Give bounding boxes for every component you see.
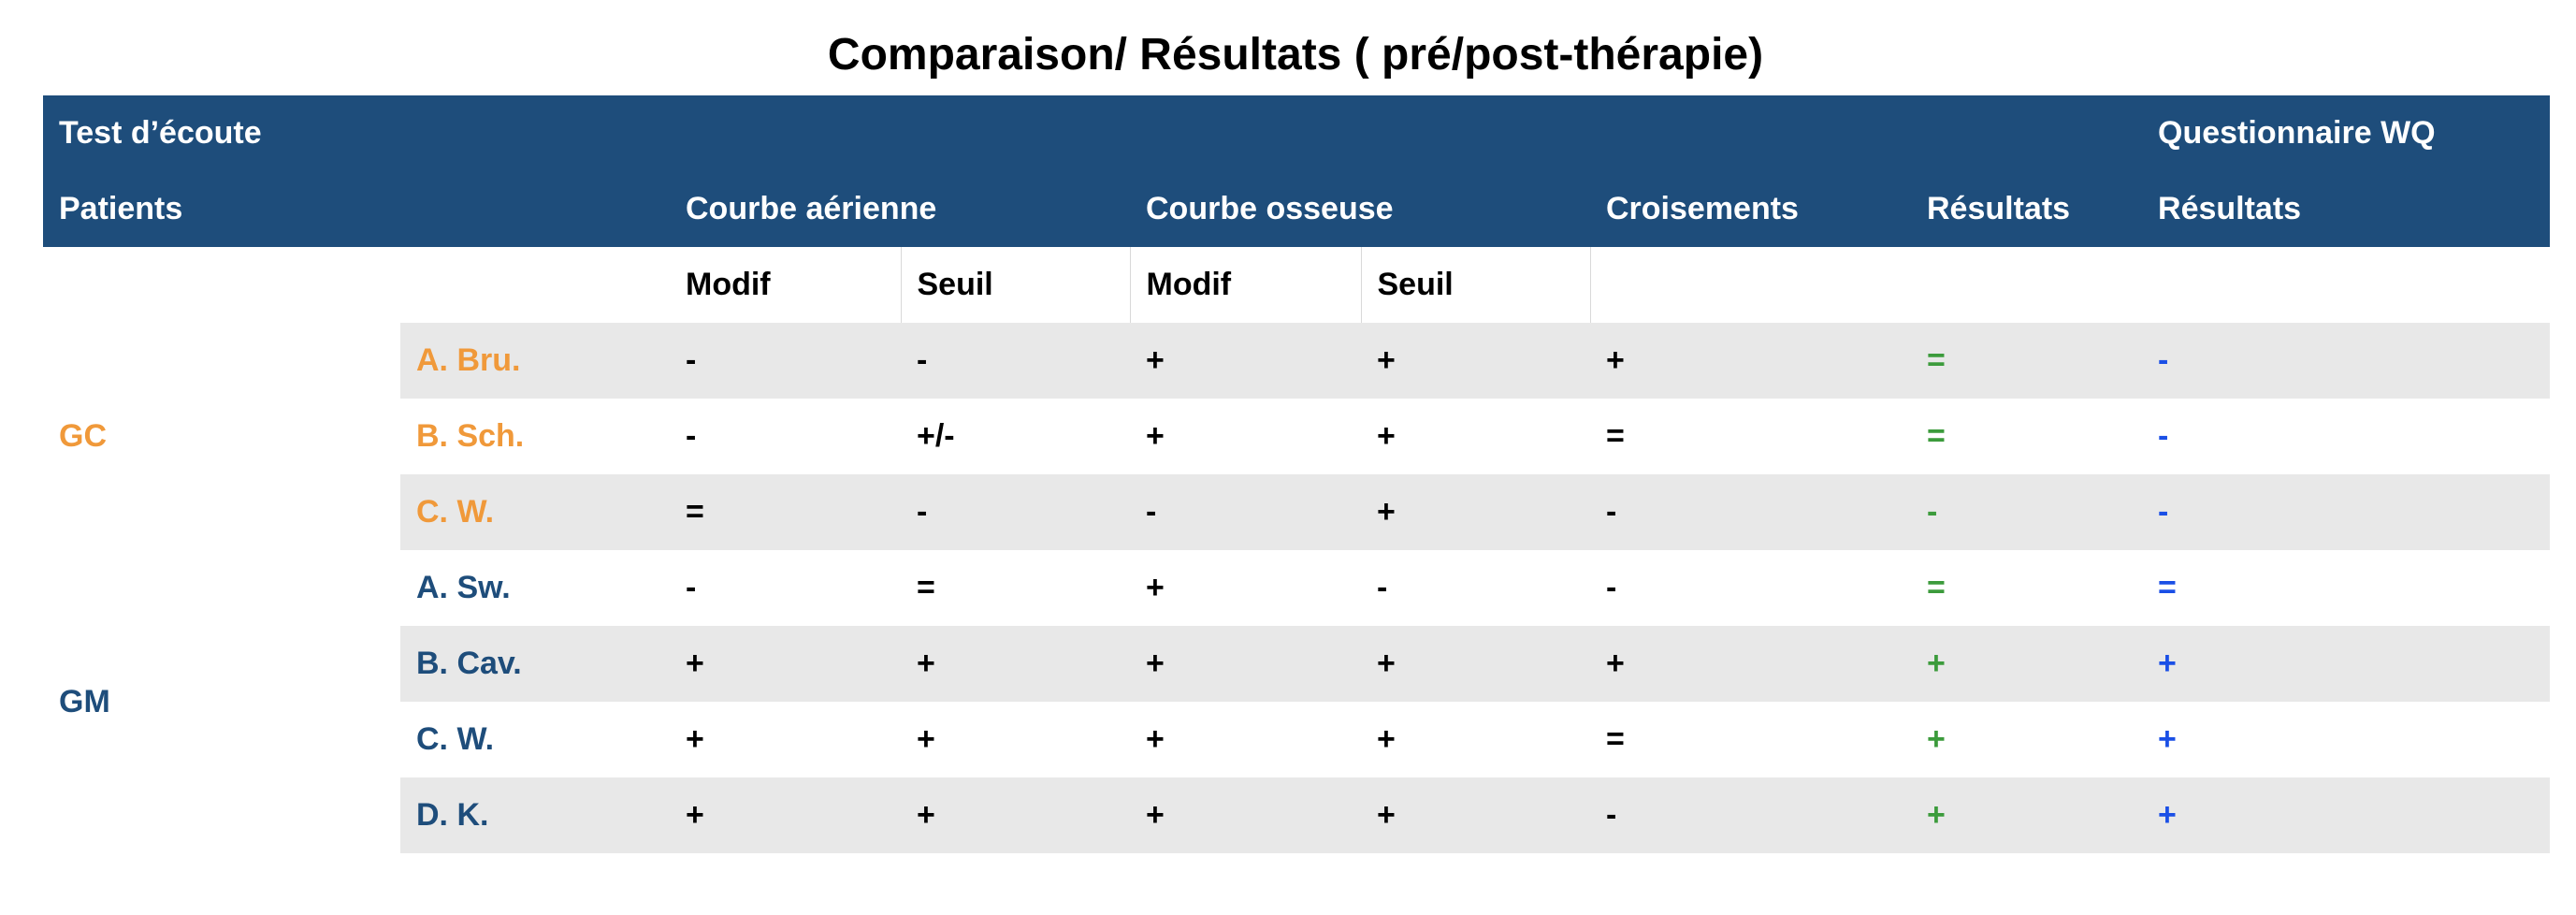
cell-aer-seuil: + — [901, 777, 1130, 853]
subheader-empty — [43, 247, 670, 323]
cell-oss-seuil: + — [1361, 399, 1590, 474]
cell-aer-seuil: +/- — [901, 399, 1130, 474]
cell-aer-modif: - — [670, 399, 901, 474]
cell-aer-modif: + — [670, 702, 901, 777]
cell-croisements: + — [1590, 626, 1911, 702]
cell-resultats: = — [1911, 323, 2143, 399]
table-row: B. Cav. + + + + + + + — [43, 626, 2551, 702]
cell-oss-modif: + — [1130, 702, 1361, 777]
cell-aer-modif: + — [670, 626, 901, 702]
cell-resultats: + — [1911, 777, 2143, 853]
header-resultats-wq: Résultats — [2142, 171, 2551, 247]
cell-aer-seuil: - — [901, 323, 1130, 399]
cell-wq: + — [2142, 777, 2551, 853]
cell-aer-seuil: - — [901, 474, 1130, 550]
cell-wq: - — [2142, 323, 2551, 399]
header-croisements: Croisements — [1590, 171, 1911, 247]
cell-wq: - — [2142, 399, 2551, 474]
cell-aer-seuil: + — [901, 702, 1130, 777]
header-resultats-test: Résultats — [1911, 171, 2143, 247]
patient-name: C. W. — [400, 474, 670, 550]
table-row: C. W. + + + + = + + — [43, 702, 2551, 777]
subheader-empty-right — [1590, 247, 2551, 323]
group-label-gm: GM — [43, 550, 400, 853]
cell-croisements: - — [1590, 777, 1911, 853]
cell-wq: = — [2142, 550, 2551, 626]
table-row: D. K. + + + + - + + — [43, 777, 2551, 853]
cell-wq: + — [2142, 702, 2551, 777]
cell-resultats: = — [1911, 550, 2143, 626]
cell-oss-modif: + — [1130, 777, 1361, 853]
patient-name: C. W. — [400, 702, 670, 777]
cell-aer-modif: - — [670, 323, 901, 399]
header-courbe-aerienne: Courbe aérienne — [670, 171, 1130, 247]
cell-oss-seuil: + — [1361, 474, 1590, 550]
patient-name: A. Sw. — [400, 550, 670, 626]
header-row-1: Test d’écoute Questionnaire WQ — [43, 95, 2551, 171]
patient-name: A. Bru. — [400, 323, 670, 399]
group-label-gc: GC — [43, 323, 400, 550]
results-table: Test d’écoute Questionnaire WQ Patients … — [43, 95, 2551, 853]
subheader-aer-modif: Modif — [670, 247, 902, 323]
table-row: B. Sch. - +/- + + = = - — [43, 399, 2551, 474]
table-row: GM A. Sw. - = + - - = = — [43, 550, 2551, 853]
cell-oss-seuil: + — [1361, 777, 1590, 853]
cell-aer-seuil: + — [901, 626, 1130, 702]
cell-croisements: - — [1590, 550, 1911, 626]
header-courbe-osseuse: Courbe osseuse — [1130, 171, 1590, 247]
cell-aer-modif: + — [670, 777, 901, 853]
subheader-aer-seuil: Seuil — [901, 247, 1131, 323]
cell-oss-modif: + — [1130, 550, 1361, 626]
cell-croisements: = — [1590, 399, 1911, 474]
subheader-row: Modif Seuil Modif Seuil — [43, 247, 2551, 323]
patient-name: B. Cav. — [400, 626, 670, 702]
cell-oss-seuil: + — [1361, 626, 1590, 702]
header-row-2: Patients Courbe aérienne Courbe osseuse … — [43, 171, 2551, 247]
cell-oss-modif: + — [1130, 626, 1361, 702]
cell-croisements: = — [1590, 702, 1911, 777]
patient-name: D. K. — [400, 777, 670, 853]
header-test-ecoute: Test d’écoute — [43, 95, 2143, 171]
cell-wq: + — [2142, 626, 2551, 702]
cell-aer-modif: - — [670, 550, 901, 626]
header-questionnaire-wq: Questionnaire WQ — [2142, 95, 2551, 171]
cell-wq: - — [2142, 474, 2551, 550]
table-row: C. W. = - - + - - - — [43, 474, 2551, 550]
cell-croisements: + — [1590, 323, 1911, 399]
cell-aer-seuil: = — [901, 550, 1130, 626]
page-title: Comparaison/ Résultats ( pré/post-thérap… — [827, 30, 1764, 80]
cell-resultats: + — [1911, 626, 2143, 702]
cell-oss-seuil: + — [1361, 702, 1590, 777]
cell-croisements: - — [1590, 474, 1911, 550]
cell-oss-modif: + — [1130, 323, 1361, 399]
cell-oss-seuil: - — [1361, 550, 1590, 626]
cell-oss-seuil: + — [1361, 323, 1590, 399]
subheader-oss-modif: Modif — [1130, 247, 1362, 323]
cell-aer-modif: = — [670, 474, 901, 550]
header-patients: Patients — [43, 171, 670, 247]
cell-oss-modif: - — [1130, 474, 1361, 550]
table-row: GC A. Bru. - - + + + = - — [43, 323, 2551, 550]
cell-resultats: + — [1911, 702, 2143, 777]
subheader-oss-seuil: Seuil — [1361, 247, 1591, 323]
cell-oss-modif: + — [1130, 399, 1361, 474]
cell-resultats: - — [1911, 474, 2143, 550]
patient-name: B. Sch. — [400, 399, 670, 474]
cell-resultats: = — [1911, 399, 2143, 474]
